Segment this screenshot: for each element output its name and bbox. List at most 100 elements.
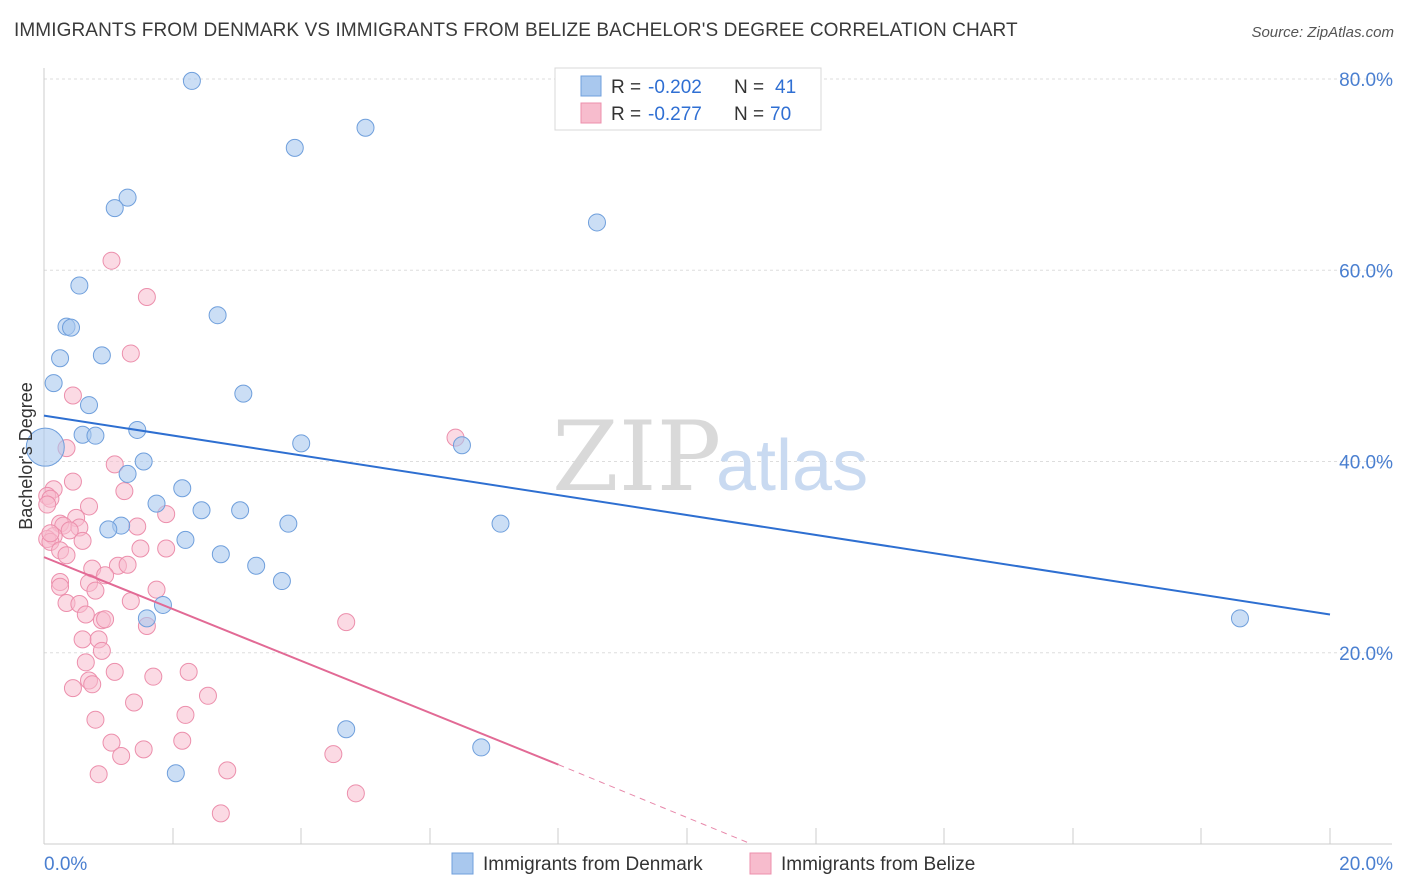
denmark-point [285, 138, 304, 157]
y-tick-label-20: 20.0% [1339, 644, 1393, 665]
denmark-point [118, 464, 137, 483]
belize-point [324, 745, 343, 764]
belize-point [96, 610, 115, 629]
belize-point [89, 765, 108, 784]
denmark-point [452, 436, 471, 455]
denmark-point [272, 572, 291, 591]
belize-point [60, 521, 79, 540]
belize-point [73, 531, 92, 550]
denmark-point [247, 556, 266, 575]
belize-point [137, 288, 156, 307]
belize-point [105, 662, 124, 681]
belize-point [157, 539, 176, 558]
belize-r-label: R = [611, 104, 641, 125]
denmark-n-value: 41 [775, 77, 796, 98]
denmark-point [51, 349, 70, 368]
belize-points [38, 251, 465, 823]
trend-lines [43, 414, 1331, 845]
denmark-series-label: Immigrants from Denmark [483, 854, 703, 875]
belize-point [102, 733, 121, 752]
y-tick-label-60: 60.0% [1339, 261, 1393, 282]
denmark-legend-swatch [580, 75, 602, 97]
denmark-series-swatch [451, 852, 474, 875]
y-tick-label-40: 40.0% [1339, 453, 1393, 474]
denmark-point [105, 199, 124, 218]
belize-trend-extension [558, 764, 752, 845]
belize-point [125, 693, 144, 712]
watermark-zip: ZIP [552, 401, 721, 513]
denmark-point [166, 764, 185, 783]
tick-labels: 20.0% 40.0% 60.0% 80.0% 0.0% 20.0% [44, 70, 1393, 875]
belize-point [121, 344, 140, 363]
belize-point [176, 705, 195, 724]
denmark-point-large [25, 427, 65, 467]
x-tick-label-0: 0.0% [44, 854, 87, 875]
belize-point [76, 605, 95, 624]
denmark-n-label: N = [734, 77, 764, 98]
denmark-point [356, 118, 375, 137]
denmark-point [182, 71, 201, 90]
denmark-point [211, 545, 230, 564]
belize-point [144, 667, 163, 686]
belize-point [179, 662, 198, 681]
stats-legend: R = -0.202 N = 41 R = -0.277 N = 70 [554, 67, 822, 131]
denmark-point [231, 501, 250, 520]
belize-point [115, 482, 134, 501]
belize-point [218, 761, 237, 780]
denmark-point [62, 318, 81, 337]
belize-point [346, 784, 365, 803]
denmark-point [587, 213, 606, 232]
denmark-point [92, 346, 111, 365]
belize-legend-swatch [580, 102, 602, 124]
belize-point [38, 495, 57, 514]
x-tick-label-20: 20.0% [1339, 854, 1393, 875]
series-legend: Immigrants from Denmark Immigrants from … [451, 852, 975, 875]
denmark-point [279, 514, 298, 533]
denmark-point [176, 530, 195, 549]
belize-point [173, 731, 192, 750]
denmark-point [292, 434, 311, 453]
y-tick-label-80: 80.0% [1339, 70, 1393, 91]
belize-point [112, 747, 131, 766]
source-credit: Source: ZipAtlas.com [1251, 24, 1394, 41]
denmark-trend-line [43, 414, 1331, 616]
denmark-point [1230, 609, 1249, 628]
belize-series-swatch [749, 852, 772, 875]
belize-point [118, 555, 137, 574]
denmark-point [234, 384, 253, 403]
chart-title: IMMIGRANTS FROM DENMARK VS IMMIGRANTS FR… [14, 20, 1018, 41]
belize-point [86, 710, 105, 729]
belize-point [57, 546, 76, 565]
watermark-atlas: atlas [716, 426, 868, 506]
belize-point [92, 641, 111, 660]
denmark-point [472, 738, 491, 757]
denmark-point [137, 609, 156, 628]
denmark-point [70, 276, 89, 295]
belize-point [73, 630, 92, 649]
y-axis-label: Bachelor's Degree [16, 382, 36, 530]
belize-point [63, 679, 82, 698]
belize-n-label: N = [734, 104, 764, 125]
belize-point [134, 740, 153, 759]
denmark-point [86, 426, 105, 445]
belize-point [147, 580, 166, 599]
belize-point [105, 455, 124, 474]
belize-point [102, 251, 121, 270]
belize-point [41, 524, 60, 543]
belize-point [63, 472, 82, 491]
belize-point [51, 577, 70, 596]
denmark-point [208, 306, 227, 325]
belize-point [63, 386, 82, 405]
belize-point [83, 675, 102, 694]
denmark-point [99, 520, 118, 539]
denmark-point [147, 494, 166, 513]
denmark-point [491, 514, 510, 533]
belize-point [198, 686, 217, 705]
belize-n-value: 70 [770, 104, 791, 125]
watermark: ZIP atlas [552, 401, 868, 513]
denmark-r-label: R = [611, 77, 641, 98]
denmark-point [134, 452, 153, 471]
denmark-point [118, 188, 137, 207]
denmark-point [44, 374, 63, 393]
